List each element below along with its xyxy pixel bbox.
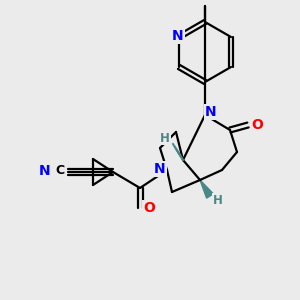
- Text: H: H: [213, 194, 223, 206]
- Text: O: O: [143, 201, 155, 215]
- Text: N: N: [172, 29, 184, 43]
- Text: N: N: [154, 162, 166, 176]
- Text: H: H: [160, 131, 170, 145]
- Text: N: N: [205, 105, 217, 119]
- Text: C: C: [56, 164, 64, 178]
- Text: O: O: [251, 118, 263, 132]
- Text: N: N: [39, 164, 51, 178]
- Polygon shape: [200, 180, 213, 198]
